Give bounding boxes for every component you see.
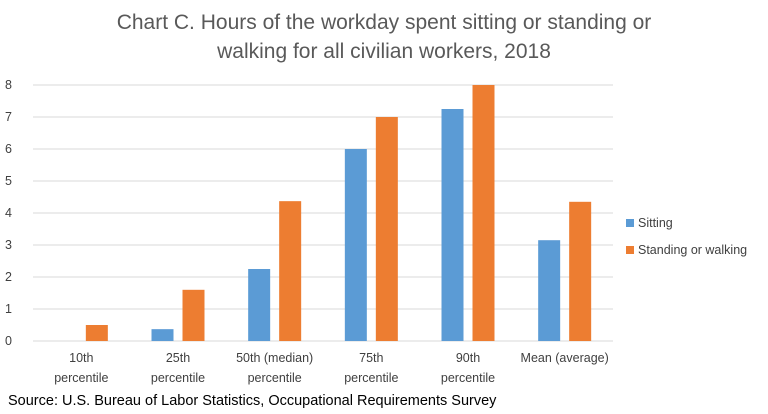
legend-label: Standing or walking [638,243,747,257]
bar-sitting-1 [151,329,174,341]
y-axis-ticks: 0 1 2 3 4 5 6 7 8 [5,78,12,348]
x-category-label: 25th [166,351,190,365]
y-tick-label: 3 [5,238,12,252]
x-category-label: percentile [344,371,398,385]
chart-title-line-1: Chart C. Hours of the workday spent sitt… [117,11,652,34]
bars [85,85,592,341]
y-tick-label: 5 [5,174,12,188]
bar-standing-or-walking-0 [85,325,108,341]
legend-label: Sitting [638,216,673,230]
legend: Sitting Standing or walking [626,216,747,257]
bar-sitting-2 [248,269,271,341]
x-category-label: 10th [69,351,93,365]
bar-standing-or-walking-3 [375,117,398,341]
gridlines [33,84,613,342]
y-tick-label: 2 [5,270,12,284]
bar-sitting-5 [538,240,561,341]
y-tick-label: 4 [5,206,12,220]
y-tick-label: 6 [5,142,12,156]
x-category-label: 90th [456,351,480,365]
y-tick-label: 8 [5,78,12,92]
bar-sitting-4 [441,109,464,341]
y-tick-label: 1 [5,302,12,316]
x-axis-categories: 10th percentile 25th percentile 50th (median… [54,351,609,385]
bar-sitting-3 [344,149,367,341]
x-category-label: Mean (average) [521,351,609,365]
x-category-label: percentile [151,371,205,385]
chart-title: Chart C. Hours of the workday spent sitt… [117,11,652,63]
bar-standing-or-walking-5 [569,201,592,341]
x-category-label: percentile [441,371,495,385]
x-category-label: percentile [248,371,302,385]
bar-standing-or-walking-2 [279,201,302,341]
x-category-label: percentile [54,371,108,385]
legend-swatch [626,246,634,254]
legend-swatch [626,219,634,227]
x-category-label: 50th (median) [236,351,313,365]
bar-standing-or-walking-1 [182,289,205,341]
source-note: Source: U.S. Bureau of Labor Statistics,… [8,393,497,409]
y-tick-label: 7 [5,110,12,124]
chart-title-line-2: walking for all civilian workers, 2018 [216,40,551,63]
y-tick-label: 0 [5,334,12,348]
bar-standing-or-walking-4 [472,85,495,341]
x-category-label: 75th [359,351,383,365]
